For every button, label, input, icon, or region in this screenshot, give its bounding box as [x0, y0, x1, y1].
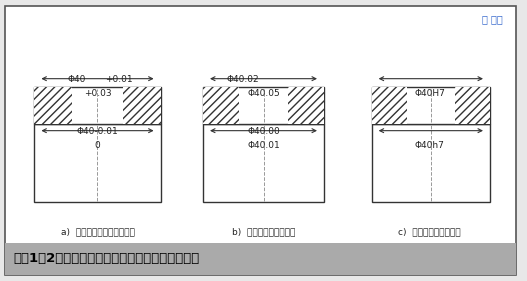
Text: +0.03: +0.03: [84, 89, 111, 98]
Text: Φ40.01: Φ40.01: [247, 141, 280, 150]
Text: a)  上下の寸法許容差を表示: a) 上下の寸法許容差を表示: [61, 227, 134, 236]
Bar: [372, 87, 490, 124]
Text: Φ40H7: Φ40H7: [414, 89, 445, 98]
Text: Φ40-0.01: Φ40-0.01: [76, 127, 119, 136]
Text: Φ40.05: Φ40.05: [247, 89, 280, 98]
Bar: [34, 87, 161, 124]
Bar: [203, 87, 324, 124]
Bar: [203, 87, 239, 124]
Bar: [203, 124, 324, 202]
Text: Φ40: Φ40: [67, 75, 85, 84]
Text: 🔍 拡大: 🔍 拡大: [482, 15, 503, 25]
Bar: [34, 87, 72, 124]
Bar: [288, 87, 324, 124]
Text: Φ40h7: Φ40h7: [415, 141, 444, 150]
Bar: [5, 243, 516, 275]
Bar: [372, 87, 407, 124]
Text: b)  許容限界寸法を表示: b) 許容限界寸法を表示: [232, 227, 295, 236]
Text: Φ40.02: Φ40.02: [226, 75, 259, 84]
Text: 【図1】2個の部品のそれぞれに寸法表示する方法: 【図1】2個の部品のそれぞれに寸法表示する方法: [13, 252, 199, 265]
Text: c)  はめあい記号を表示: c) はめあい記号を表示: [398, 227, 461, 236]
Text: +0.01: +0.01: [105, 75, 132, 84]
Text: Φ40.00: Φ40.00: [247, 127, 280, 136]
Text: 0: 0: [95, 141, 100, 150]
Bar: [34, 124, 161, 202]
Bar: [454, 87, 490, 124]
Bar: [123, 87, 161, 124]
Bar: [372, 124, 490, 202]
